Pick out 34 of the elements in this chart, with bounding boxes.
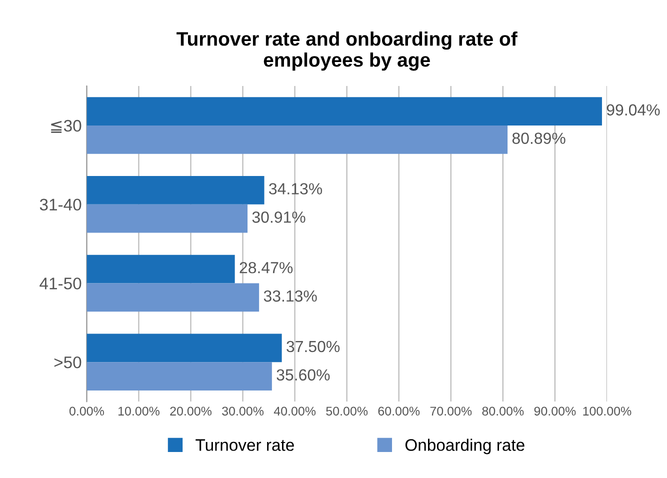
x-tick-label: 10.00% bbox=[118, 406, 160, 416]
x-tick-label: 80.00% bbox=[482, 406, 524, 416]
chart-title: Turnover rate and onboarding rate of employees by age bbox=[176, 31, 518, 71]
bar bbox=[86, 362, 272, 390]
x-tick-label: 100.00% bbox=[583, 406, 632, 416]
bar bbox=[86, 204, 248, 233]
x-tick-label: 30.00% bbox=[222, 406, 264, 416]
x-tick-label: 90.00% bbox=[534, 406, 576, 416]
bar bbox=[86, 283, 260, 312]
data-label: 34.13% bbox=[269, 183, 322, 194]
data-label: 35.60% bbox=[276, 369, 330, 381]
bar bbox=[86, 97, 602, 126]
bar bbox=[86, 125, 508, 154]
y-tick-label: >50 bbox=[54, 356, 82, 368]
x-tick-label: 50.00% bbox=[326, 406, 368, 416]
data-label: 99.04% bbox=[606, 104, 660, 116]
data-label: 80.89% bbox=[512, 132, 566, 144]
x-tick-label: 60.00% bbox=[378, 406, 420, 416]
data-label: 33.13% bbox=[264, 290, 317, 302]
x-tick-label: 20.00% bbox=[170, 406, 212, 416]
x-tick-label: 70.00% bbox=[430, 406, 472, 416]
x-tick-label: 40.00% bbox=[274, 406, 316, 416]
legend-label: Turnover rate bbox=[196, 439, 294, 451]
bar bbox=[86, 334, 282, 362]
y-tick-label: 31-40 bbox=[40, 198, 82, 211]
y-tick-label: 41-50 bbox=[40, 278, 82, 290]
data-label: 30.91% bbox=[252, 212, 306, 223]
legend-label: Onboarding rate bbox=[405, 438, 524, 454]
bar bbox=[86, 254, 235, 284]
y-tick-label: ≦30 bbox=[51, 120, 82, 133]
bar bbox=[86, 176, 264, 204]
data-label: 37.50% bbox=[286, 340, 340, 352]
x-tick-label: 0.00% bbox=[69, 406, 104, 416]
data-label: 28.47% bbox=[240, 262, 293, 274]
